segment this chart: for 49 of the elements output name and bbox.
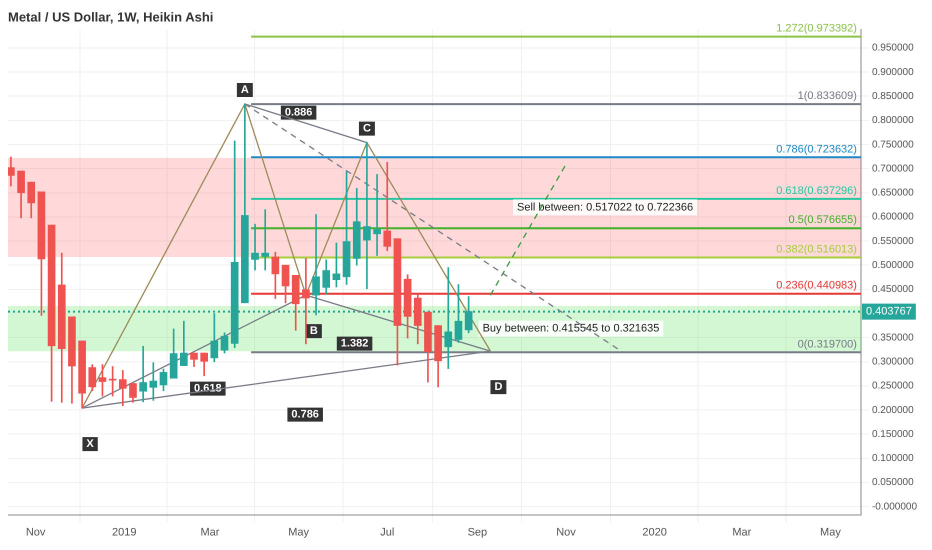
x-tick-label: Mar [200,526,220,538]
x-tick-label: Mar [732,526,752,538]
y-tick-label: 0.800000 [872,115,914,126]
ref-line-label: 0(0.319700) [798,338,857,350]
y-tick-label: 0.600000 [872,212,914,223]
y-tick-label: 0.700000 [872,163,914,174]
x-tick-label: Sep [468,526,488,538]
chart-title: Metal / US Dollar, 1W, Heikin Ashi [8,9,214,24]
y-tick-label: 0.650000 [872,188,914,199]
ref-line-label: 0.786(0.723632) [776,143,857,156]
annotation: D [494,381,502,394]
x-tick-label: 2020 [642,526,667,538]
y-tick-label: 0.100000 [872,453,914,464]
y-tick-label: 0.750000 [872,139,914,150]
ref-line-label: 0.618(0.637296) [776,184,857,197]
y-tick-label: 0.500000 [872,260,914,271]
annotation: C [362,122,371,135]
annotation: 0.886 [284,106,312,119]
ref-line-label: 0.403767 [866,306,912,318]
y-tick-label: 0.050000 [872,477,914,488]
ref-line-label: 1(0.833609) [798,90,857,102]
annotation: X [86,438,94,450]
y-tick-label: 0.950000 [872,42,914,54]
x-tick-label: May [820,526,842,538]
x-tick-label: May [288,526,310,538]
annotation: 0.786 [291,408,319,421]
y-tick-label: 0.550000 [872,236,914,247]
x-tick-label: 2019 [112,526,136,538]
y-tick-label: 0.250000 [872,380,914,392]
y-tick-label: 0.200000 [872,404,914,416]
y-tick-label: 0.850000 [872,90,914,102]
y-tick-label: 0.350000 [872,332,914,344]
y-tick-label: 0.300000 [872,356,914,368]
ref-line-label: 1.272(0.973392) [776,22,857,35]
band-label: Sell between: 0.517022 to 0.722366 [516,201,694,214]
y-tick-label: 0.150000 [872,428,914,440]
ref-line-label: 0.5(0.576655) [788,214,857,226]
annotation: A [240,84,249,96]
y-tick-label: 0.450000 [872,284,914,296]
y-tick-label: 0.900000 [872,66,914,78]
y-tick-label: -0.000000 [872,501,918,512]
ref-line-label: 0.382(0.516013) [776,244,857,256]
annotation: B [310,325,318,338]
x-tick-label: Jul [380,526,394,538]
annotation: 1.382 [340,338,368,350]
ref-line-label: 0.236(0.440983) [776,280,857,292]
x-tick-label: Nov [26,526,46,538]
band-label: Buy between: 0.415545 to 0.321635 [482,322,660,335]
x-tick-label: Nov [556,526,576,538]
